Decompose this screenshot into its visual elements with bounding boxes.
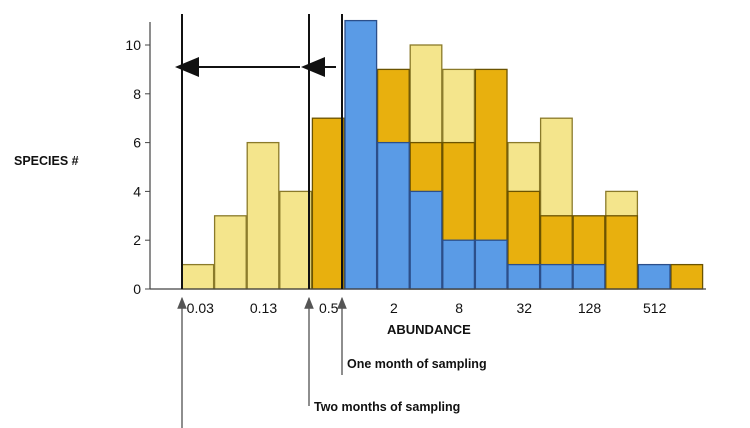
x-tick-label: 32	[517, 300, 533, 316]
y-tick-label: 10	[125, 37, 141, 53]
x-tick-label: 0.13	[250, 300, 277, 316]
x-tick-label: 512	[643, 300, 667, 316]
bar-one-month-8	[442, 239, 476, 290]
bar-three-months-1-4	[279, 190, 313, 290]
bar-three-months-1-8	[246, 141, 280, 290]
x-axis-label: ABUNDANCE	[387, 322, 471, 337]
bar-one-month-512	[637, 263, 671, 290]
bar-three-months-1-16	[213, 215, 247, 290]
x-tick-label: 0.03	[187, 300, 214, 316]
bar-one-month-32	[507, 263, 541, 290]
y-tick-label: 2	[133, 232, 141, 248]
bar-two-months-1-2	[311, 117, 345, 290]
bar-one-month-4	[409, 190, 443, 290]
y-tick-label: 4	[133, 183, 141, 199]
bar-one-month-1	[344, 19, 378, 290]
bar-three-months-1-32	[181, 263, 215, 290]
bar-one-month-16	[474, 239, 508, 290]
y-ticks-group: 0 2 4 6 8 10	[125, 37, 150, 297]
bar-one-month-128	[572, 263, 606, 290]
bar-one-month-64	[539, 263, 573, 290]
bar-one-month-2	[376, 141, 410, 290]
y-tick-label: 6	[133, 135, 141, 151]
x-tick-label: 128	[578, 300, 602, 316]
axes-group	[149, 22, 706, 290]
y-axis-label: SPECIES #	[14, 154, 79, 168]
bars-group	[181, 19, 704, 290]
x-tick-label: 2	[390, 300, 398, 316]
x-ticks-group: 0.03 0.13 0.5 2 8 32 128 512	[187, 300, 667, 316]
x-tick-label: 0.5	[319, 300, 339, 316]
bar-two-months-256	[605, 215, 639, 290]
bar-two-months-1024	[670, 263, 704, 290]
y-tick-label: 0	[133, 281, 141, 297]
y-tick-label: 8	[133, 86, 141, 102]
annotation-one-month: One month of sampling	[347, 357, 487, 371]
annotation-two-months: Two months of sampling	[314, 400, 460, 414]
x-tick-label: 8	[455, 300, 463, 316]
